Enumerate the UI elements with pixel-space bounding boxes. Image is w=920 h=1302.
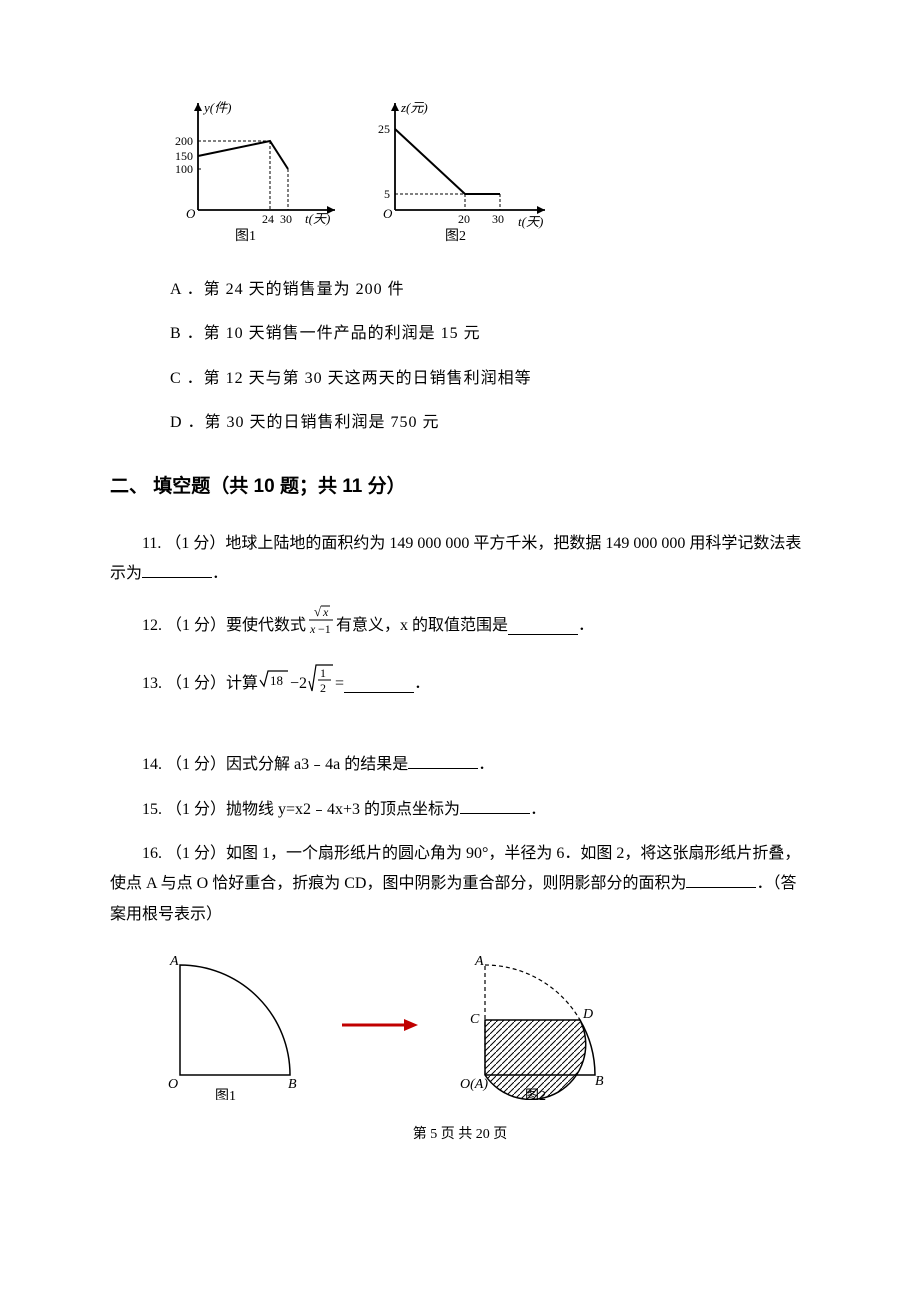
- fig2-caption: 图2: [525, 1089, 546, 1100]
- q15-blank: [460, 797, 530, 814]
- q12-text-b: 有意义，x 的取值范围是: [336, 611, 508, 641]
- q13-sqrt18: 18: [258, 668, 290, 701]
- chart2-ytick-25: 25: [378, 122, 390, 136]
- chart1-xlabel: t(天): [305, 211, 330, 226]
- figure-2-folded: A C D O(A) B 图2: [460, 950, 610, 1111]
- q15-text: 15. （1 分）抛物线 y=x2﹣4x+3 的顶点坐标为: [142, 801, 460, 818]
- q12-fraction: √ x x −1: [306, 603, 336, 648]
- chart1-origin: O: [186, 206, 196, 221]
- fig1-B: B: [288, 1077, 297, 1092]
- chart2-xtick-20: 20: [458, 212, 470, 226]
- q12-blank: [508, 618, 578, 635]
- fig2-D: D: [582, 1007, 593, 1022]
- chart1-xtick-24: 24: [262, 212, 274, 226]
- fig1-caption: 图1: [215, 1089, 236, 1100]
- fig1-A: A: [169, 954, 179, 969]
- chart2-xlabel: t(天): [518, 214, 543, 229]
- svg-text:−1: −1: [318, 622, 331, 636]
- chart2-ytick-5: 5: [384, 187, 390, 201]
- question-14: 14. （1 分）因式分解 a3﹣4a 的结果是 ．: [110, 750, 810, 780]
- svg-text:t(天): t(天): [305, 211, 330, 226]
- option-b: B ．第 10 天销售一件产品的利润是 15 元: [170, 319, 810, 349]
- svg-text:2: 2: [320, 681, 326, 695]
- q14-text: 14. （1 分）因式分解 a3﹣4a 的结果是: [142, 756, 408, 773]
- chart1-ytick-150: 150: [175, 149, 193, 163]
- chart-2-profit: z(元) t(天) O 25 5 20 30 图2: [370, 100, 550, 245]
- arrow-icon: [340, 1015, 420, 1046]
- q11-blank: [142, 561, 212, 578]
- q13-tail: ．: [414, 669, 430, 699]
- option-d: D ．第 30 天的日销售利润是 750 元: [170, 408, 810, 438]
- chart2-origin: O: [383, 206, 393, 221]
- chart1-ytick-200: 200: [175, 134, 193, 148]
- chart1-ylabel: y(件): [202, 100, 231, 115]
- chart1-caption: 图1: [235, 229, 256, 244]
- q12-text-a: 12. （1 分）要使代数式: [142, 611, 306, 641]
- chart2-ylabel: z(元): [400, 100, 428, 115]
- page-footer: 第 5 页 共 20 页: [110, 1122, 810, 1149]
- fig2-C: C: [470, 1012, 480, 1027]
- fig2-B: B: [595, 1074, 604, 1089]
- fig1-O: O: [168, 1077, 178, 1092]
- svg-text:1: 1: [320, 666, 326, 680]
- q13-text-a: 13. （1 分）计算: [142, 669, 258, 699]
- q14-tail: ．: [478, 756, 494, 773]
- question-12: 12. （1 分）要使代数式 √ x x −1 有意义，x 的取值范围是 ．: [142, 603, 810, 648]
- q11-tail: ．: [212, 565, 228, 582]
- q14-blank: [408, 752, 478, 769]
- svg-text:x: x: [309, 622, 316, 636]
- question-11: 11. （1 分）地球上陆地的面积约为 149 000 000 平方千米，把数据…: [110, 529, 810, 590]
- option-a: A ．第 24 天的销售量为 200 件: [170, 275, 810, 305]
- fig2-OA: O(A): [460, 1077, 488, 1092]
- q13-text-b: −2: [290, 669, 307, 699]
- svg-text:x: x: [322, 605, 329, 619]
- section-2-heading: 二、 填空题（共 10 题；共 11 分）: [110, 469, 810, 505]
- chart-1-sales: y(件) t(天) O 200 150 100 24 30 图1: [170, 100, 340, 245]
- q13-text-c: =: [335, 669, 344, 699]
- q13-sqrt-half: 1 2: [307, 663, 335, 706]
- question-13: 13. （1 分）计算 18 −2 1 2 = ．: [142, 663, 810, 706]
- chart2-caption: 图2: [445, 229, 466, 244]
- figure-1-sector: A O B 图1: [160, 950, 300, 1111]
- option-c: C ．第 12 天与第 30 天这两天的日销售利润相等: [170, 364, 810, 394]
- svg-text:√: √: [314, 604, 322, 619]
- q15-tail: ．: [530, 801, 546, 818]
- question-16: 16. （1 分）如图 1，一个扇形纸片的圆心角为 90°，半径为 6．如图 2…: [110, 839, 810, 930]
- fig2-A: A: [474, 954, 484, 969]
- chart1-xtick-30: 30: [280, 212, 292, 226]
- q12-tail: ．: [578, 611, 594, 641]
- chart2-xtick-30: 30: [492, 212, 504, 226]
- q16-blank: [686, 871, 756, 888]
- svg-text:18: 18: [270, 673, 283, 688]
- chart1-ytick-100: 100: [175, 162, 193, 176]
- question-15: 15. （1 分）抛物线 y=x2﹣4x+3 的顶点坐标为 ．: [110, 795, 810, 825]
- q13-blank: [344, 676, 414, 693]
